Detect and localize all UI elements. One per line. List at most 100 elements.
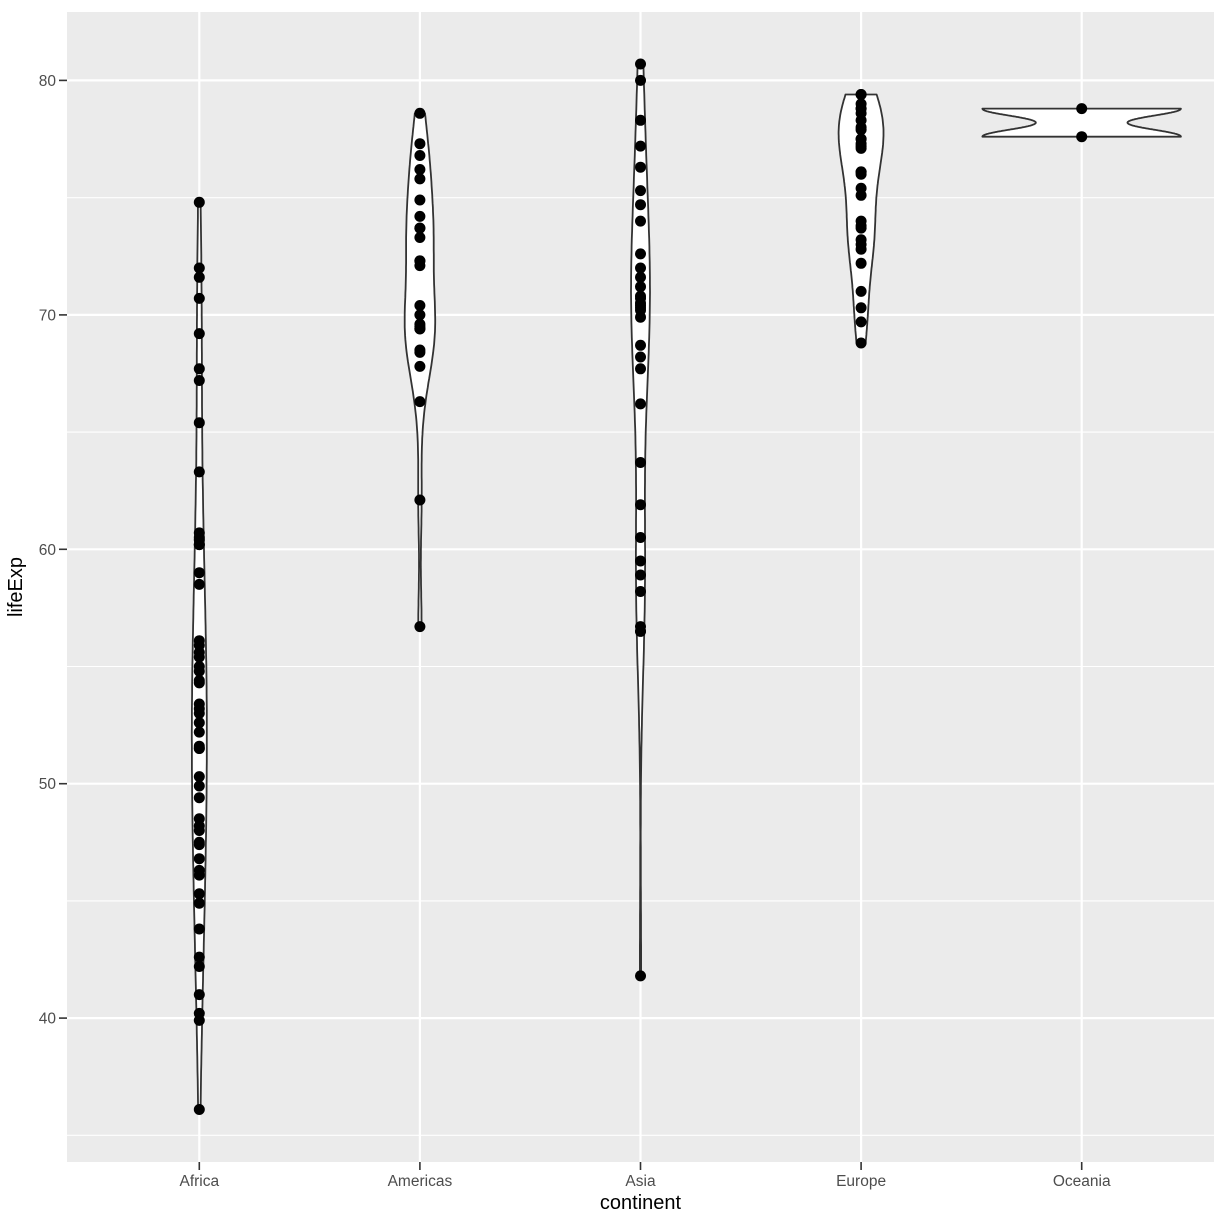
data-point-africa [193, 363, 205, 375]
data-point-africa [193, 196, 205, 208]
data-point-africa [193, 1104, 205, 1115]
data-point-americas [414, 173, 426, 185]
data-point-asia [635, 74, 646, 86]
data-point-americas [414, 222, 426, 234]
data-point-americas [414, 107, 426, 119]
y-axis-title: lifeExp [5, 556, 27, 618]
data-point-americas [414, 138, 426, 150]
y-tick-label: 50 [39, 776, 57, 793]
data-point-asia [635, 398, 646, 410]
data-point-asia [635, 58, 646, 70]
data-point-americas [414, 309, 426, 321]
data-point-asia [635, 140, 646, 152]
data-point-oceania [1076, 131, 1088, 143]
x-tick-label: Asia [625, 1173, 656, 1190]
data-point-americas [414, 300, 426, 311]
data-point-africa [193, 888, 205, 900]
data-point-africa [193, 328, 205, 340]
data-point-europe [855, 285, 867, 297]
data-point-europe [855, 189, 867, 201]
y-tick-label: 70 [39, 307, 57, 324]
data-point-oceania [1076, 103, 1088, 115]
data-point-africa [193, 726, 205, 738]
data-point-americas [414, 494, 426, 506]
data-point-asia [635, 215, 646, 227]
data-point-africa [193, 707, 205, 719]
data-point-europe [855, 316, 867, 328]
data-point-asia [635, 532, 646, 543]
data-point-asia [635, 281, 646, 293]
data-point-africa [193, 961, 205, 972]
x-tick-label: Oceania [1053, 1173, 1111, 1190]
data-point-europe [855, 257, 867, 269]
data-point-europe [855, 168, 867, 180]
data-point-africa [193, 539, 205, 551]
data-point-africa [193, 417, 205, 429]
data-point-americas [414, 260, 426, 272]
data-point-asia [635, 555, 646, 567]
data-point-americas [414, 164, 426, 175]
data-point-americas [414, 194, 426, 206]
y-tick-label: 40 [39, 1011, 57, 1028]
data-point-asia [635, 363, 646, 375]
data-point-asia [635, 339, 646, 351]
data-point-asia [635, 114, 646, 126]
data-point-africa [193, 292, 205, 304]
x-tick-label: Africa [179, 1173, 219, 1190]
data-point-africa [193, 869, 205, 881]
data-point-asia [635, 625, 646, 637]
data-point-americas [414, 323, 426, 335]
data-point-asia [635, 248, 646, 260]
data-point-africa [193, 853, 205, 865]
data-point-asia [635, 185, 646, 197]
x-tick-label: Europe [836, 1173, 886, 1190]
data-point-africa [193, 271, 205, 283]
data-point-americas [414, 621, 426, 633]
data-point-africa [193, 717, 205, 729]
violin-oceania [981, 107, 1182, 138]
data-point-africa [193, 677, 205, 689]
data-point-asia [635, 499, 646, 511]
data-point-africa [193, 792, 205, 804]
y-tick-label: 80 [39, 73, 57, 90]
data-point-asia [635, 199, 646, 211]
data-point-africa [193, 567, 205, 579]
data-point-africa [193, 262, 205, 274]
data-point-europe [855, 222, 867, 234]
data-point-asia [635, 569, 646, 581]
data-point-europe [855, 89, 867, 100]
data-point-africa [193, 897, 205, 909]
data-point-europe [855, 142, 867, 154]
data-point-africa [193, 923, 205, 935]
x-axis-title: continent [599, 1192, 682, 1214]
data-point-africa [193, 743, 205, 754]
data-point-asia [635, 457, 646, 468]
data-point-africa [193, 375, 205, 386]
data-point-americas [414, 360, 426, 372]
data-point-africa [193, 578, 205, 590]
data-point-asia [635, 311, 646, 323]
data-point-africa [193, 651, 205, 663]
data-point-asia [635, 970, 646, 982]
data-point-africa [193, 839, 205, 851]
data-point-americas [414, 210, 426, 222]
data-point-asia [635, 262, 646, 274]
data-point-asia [635, 351, 646, 363]
x-tick-label: Americas [388, 1173, 453, 1190]
data-point-americas [414, 396, 426, 408]
data-point-europe [855, 124, 867, 136]
data-point-europe [855, 302, 867, 314]
data-point-europe [855, 243, 867, 255]
data-point-americas [414, 150, 426, 161]
data-point-americas [414, 346, 426, 358]
data-point-africa [193, 989, 205, 1001]
data-point-africa [193, 780, 205, 792]
data-point-africa [193, 665, 205, 677]
data-point-americas [414, 232, 426, 243]
data-point-asia [635, 161, 646, 173]
y-tick-label: 60 [39, 542, 57, 559]
data-point-africa [193, 466, 205, 478]
data-point-europe [855, 337, 867, 349]
